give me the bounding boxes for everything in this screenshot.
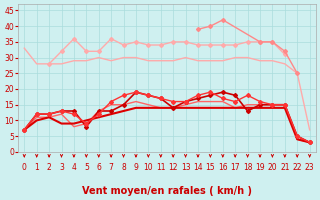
X-axis label: Vent moyen/en rafales ( km/h ): Vent moyen/en rafales ( km/h ) [82,186,252,196]
